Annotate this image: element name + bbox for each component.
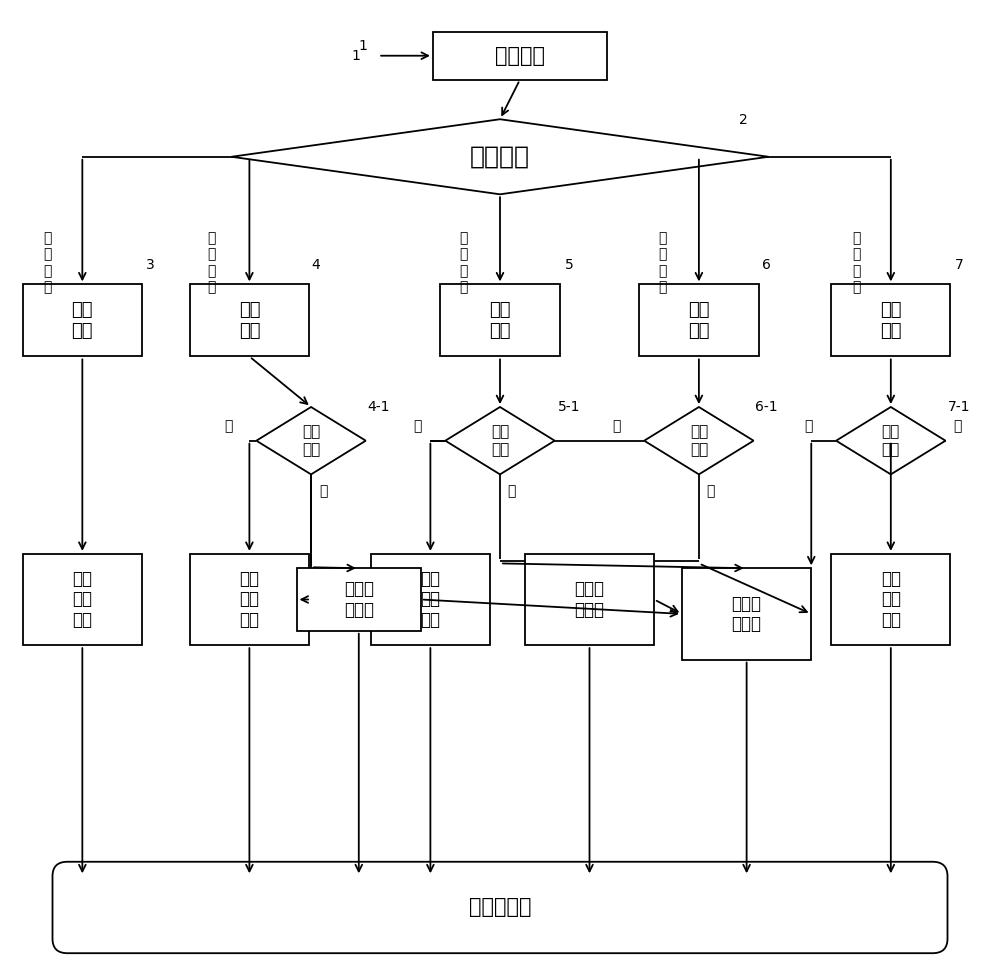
Text: 6: 6: [762, 257, 771, 272]
Polygon shape: [256, 407, 366, 474]
Text: 猝发
读写: 猝发 读写: [882, 425, 900, 457]
Text: 配置
状态: 配置 状态: [72, 301, 93, 340]
Text: 2: 2: [739, 113, 748, 127]
Text: 6-1: 6-1: [755, 400, 778, 414]
Text: 否: 否: [612, 419, 621, 434]
Text: 初始状态: 初始状态: [470, 145, 530, 168]
Text: 猝发
读写: 猝发 读写: [491, 425, 509, 457]
FancyBboxPatch shape: [682, 568, 811, 659]
FancyBboxPatch shape: [831, 285, 950, 356]
FancyBboxPatch shape: [190, 554, 309, 646]
Text: 猝发
读写: 猝发 读写: [690, 425, 708, 457]
FancyBboxPatch shape: [23, 285, 142, 356]
Text: 猝发
读写: 猝发 读写: [302, 425, 320, 457]
Text: 刷
新
请
求: 刷 新 请 求: [852, 231, 860, 294]
Text: 配置
控制
单元: 配置 控制 单元: [72, 570, 92, 629]
Text: 4-1: 4-1: [367, 400, 390, 414]
Text: 刷新
状态: 刷新 状态: [880, 301, 902, 340]
FancyBboxPatch shape: [433, 32, 607, 79]
Text: 预充控
制单元: 预充控 制单元: [574, 580, 604, 619]
Polygon shape: [644, 407, 754, 474]
Text: 3: 3: [146, 257, 154, 272]
Text: 读
写
请
求: 读 写 请 求: [459, 231, 467, 294]
Text: 空操作状态: 空操作状态: [469, 897, 531, 918]
Text: 5: 5: [565, 257, 574, 272]
Text: 刷新
控制
单元: 刷新 控制 单元: [881, 570, 901, 629]
Text: 预充
状态: 预充 状态: [688, 301, 710, 340]
Text: 1: 1: [351, 48, 360, 63]
FancyBboxPatch shape: [525, 554, 654, 646]
Text: 读写
状态: 读写 状态: [489, 301, 511, 340]
Text: 激活
控制
单元: 激活 控制 单元: [239, 570, 259, 629]
Text: 激活
状态: 激活 状态: [239, 301, 260, 340]
FancyBboxPatch shape: [190, 285, 309, 356]
FancyBboxPatch shape: [371, 554, 490, 646]
FancyBboxPatch shape: [297, 568, 421, 631]
Text: 是: 是: [508, 485, 516, 499]
Text: 7-1: 7-1: [948, 400, 971, 414]
Text: 否: 否: [953, 419, 962, 434]
FancyBboxPatch shape: [639, 285, 759, 356]
Text: 4: 4: [312, 257, 320, 272]
FancyBboxPatch shape: [23, 554, 142, 646]
FancyBboxPatch shape: [53, 862, 948, 953]
Text: 猝发读
写状态: 猝发读 写状态: [732, 594, 762, 633]
Text: 1: 1: [359, 39, 368, 53]
Text: 系统复位: 系统复位: [495, 45, 545, 66]
Text: 7: 7: [955, 257, 964, 272]
Text: 激
活
请
求: 激 活 请 求: [207, 231, 216, 294]
Text: 配
置
请
求: 配 置 请 求: [43, 231, 52, 294]
Text: 读写
控制
单元: 读写 控制 单元: [420, 570, 440, 629]
Polygon shape: [231, 119, 769, 195]
Polygon shape: [836, 407, 946, 474]
Text: 5-1: 5-1: [558, 400, 581, 414]
Polygon shape: [445, 407, 555, 474]
Text: 是: 是: [804, 419, 812, 434]
Text: 否: 否: [413, 419, 422, 434]
Text: 否: 否: [224, 419, 233, 434]
Text: 是: 是: [319, 485, 327, 499]
Text: 是: 是: [707, 485, 715, 499]
Text: 预
充
请
求: 预 充 请 求: [658, 231, 666, 294]
Text: 激活缓
冲状态: 激活缓 冲状态: [344, 580, 374, 619]
FancyBboxPatch shape: [440, 285, 560, 356]
FancyBboxPatch shape: [831, 554, 950, 646]
